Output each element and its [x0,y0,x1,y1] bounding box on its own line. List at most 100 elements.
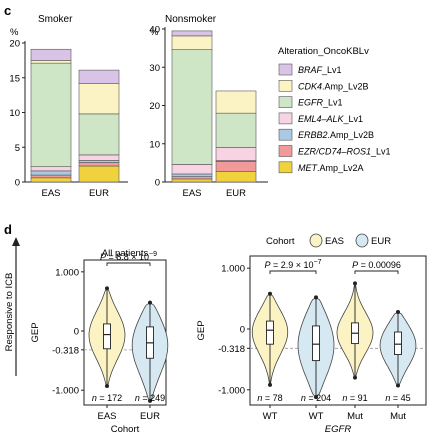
n-count-label: n = 91 [342,393,367,403]
box [394,331,402,355]
y-tick-label: 0 [155,178,160,189]
bar-segment-ezr [30,174,72,179]
responsive-arrow: Responsive to ICB [4,237,20,376]
x-axis-label: Cohort [111,424,140,435]
outlier-point [105,384,109,389]
bar-segment-egfr [78,113,120,156]
bar-segment-erbb2 [30,170,72,176]
bar-segment-eml4 [171,164,213,175]
y-tick-label: 0 [240,324,245,335]
outlier-point [105,286,109,291]
outlier-point [353,281,357,286]
legend-swatch-braf [278,63,293,76]
panel-d-letter: d [4,222,12,237]
legend-label-braf: BRAF_Lv1 [298,65,342,75]
x-tick-label: EAS [182,188,201,199]
all-patients-violin-chart: GEP All patients 1.000 0 -0.318 -1.000 n = 172… [30,248,169,435]
bar-segment-eml4 [30,166,72,172]
panel-c-letter: c [4,3,11,18]
p-value-label: P = 2.9 × 10−7 [264,259,321,270]
significance-bracket [354,270,399,274]
legend-swatch-met [278,161,293,174]
legend-swatch-ezr [278,145,293,157]
bar-segment-ezr [78,162,120,167]
outlier-point [353,375,357,380]
y-tick-label: -1.000 [52,386,79,397]
legend-label-eur: EUR [371,236,391,247]
smoker-bar-chart: Smoker% 0 5 10 15 20 EAS EUR [9,14,128,199]
box [312,325,320,362]
y-tick-label: 10 [149,139,160,150]
y-tick-label: 15 [9,73,20,84]
y-tick-label: -0.318 [218,344,245,355]
bar-segment-ezr [171,176,213,180]
violin-chart-title: All patients [102,248,149,259]
significance-bracket [269,270,317,274]
bar-segment-cdk4 [30,60,72,64]
outlier-point [396,309,400,314]
y-tick-label: -1.000 [218,385,245,396]
y-tick-label: 10 [9,108,20,119]
y-tick-label: 1.000 [221,264,245,275]
bar-segment-braf [30,48,72,61]
outlier-point [314,395,318,400]
plot-frame [249,255,427,406]
y-tick-label: 30 [149,63,160,74]
y-axis-label: GEP [30,322,41,342]
bar-segment-cdk4 [78,83,120,115]
outlier-point [268,382,272,387]
outlier-point [268,291,272,296]
legend-label-eml4: EML4–ALK_Lv1 [298,114,363,124]
y-tick-label: 20 [9,39,20,50]
bar-segment-braf [171,30,213,37]
x-tick-label: EUR [140,411,160,422]
box [103,323,111,350]
cohort-legend-title: Cohort [266,236,295,247]
y-tick-label: 40 [149,25,160,36]
bar-segment-egfr [30,62,72,168]
y-axis-label: % [150,27,159,38]
bar-chart-title: Smoker [38,14,73,25]
legend-label-met: MET.Amp_Lv2A [298,163,364,173]
x-tick-label: Mut [347,411,363,422]
bar-segment-met [171,178,213,183]
x-tick-label: EUR [226,188,246,199]
responsive-arrow-label: Responsive to ICB [4,273,15,352]
legend-label-eas: EAS [325,236,344,247]
bar-segment-cdk4 [215,90,257,114]
n-count-label: n = 249 [135,393,165,403]
legend-label-ezr: EZR/CD74–ROS1_Lv1 [298,147,391,157]
legend-label-erbb2: ERBB2.Amp_Lv2B [298,130,374,140]
x-tick-label: WT [309,411,324,422]
bar-segment-ezr [215,161,257,172]
legend-label-cdk4: CDK4.Amp_Lv2B [298,81,369,91]
y-tick-label: 20 [149,101,160,112]
y-tick-label: 1.000 [55,267,79,278]
x-tick-label: EUR [89,188,109,199]
x-tick-label: EAS [41,188,60,199]
bar-segment-egfr [171,49,213,165]
outlier-point [148,300,152,305]
x-axis-label: EGFR [325,424,352,435]
x-tick-label: EAS [97,411,116,422]
legend-swatch-cdk4 [278,80,293,92]
bar-segment-eml4 [215,147,257,161]
responsive-arrow-head [12,237,20,246]
n-count-label: n = 78 [257,393,282,403]
outlier-point [396,383,400,388]
legend-swatch-erbb2 [278,128,293,141]
alteration-legend: Alteration_OncoKBLv BRAF_Lv1 CDK4.Amp_Lv2… [278,46,391,174]
outlier-point [314,295,318,300]
y-axis-label: GEP [196,320,207,340]
significance-bracket [106,262,151,266]
bar-segment-met [215,170,257,183]
x-tick-label: WT [263,411,278,422]
bar-segment-met [78,165,120,183]
bar-segment-egfr [215,112,257,148]
y-tick-label: 0 [74,327,79,338]
legend-swatch-eml4 [278,112,293,125]
bar-segment-met [30,177,72,183]
y-tick-label: 0 [15,178,20,189]
nonsmoker-bar-chart: Nonsmoker% 0 10 20 30 40 EAS EUR [149,14,268,199]
bar-segment-braf [78,69,120,84]
